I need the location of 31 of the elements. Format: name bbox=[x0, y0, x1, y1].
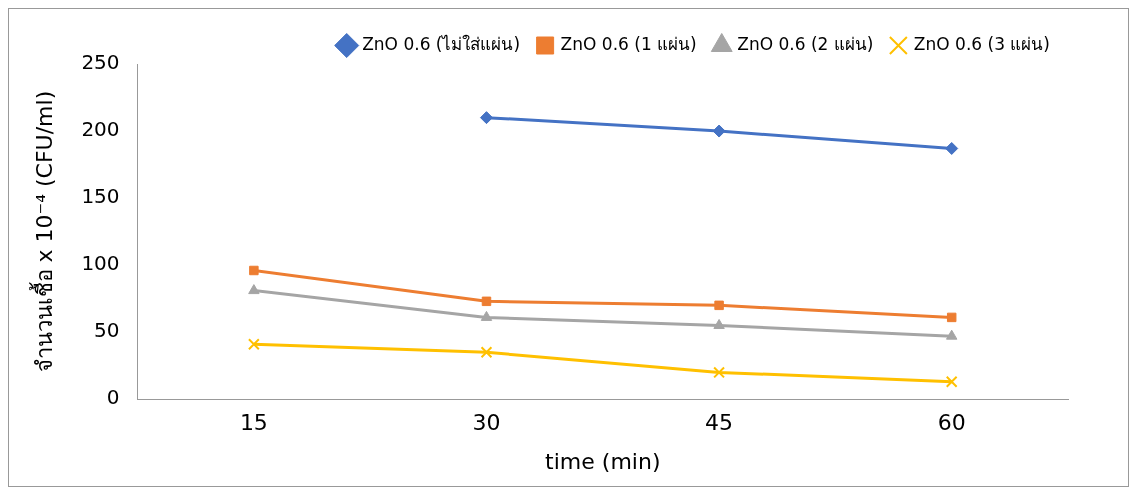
legend-label: ZnO 0.6 (ไม่ใส่แผ่น) bbox=[362, 33, 521, 54]
y-tick-label: 250 bbox=[81, 50, 120, 75]
point bbox=[712, 124, 726, 138]
point bbox=[479, 111, 493, 125]
x-axis-title: time (min) bbox=[545, 448, 661, 474]
point bbox=[713, 366, 726, 379]
point bbox=[248, 284, 260, 295]
point bbox=[713, 318, 725, 329]
y-tick-label: 100 bbox=[81, 251, 120, 276]
point bbox=[946, 312, 957, 323]
y-tick-label: 200 bbox=[81, 117, 120, 142]
x-tick-label: 15 bbox=[239, 410, 268, 436]
x-tick-label: 60 bbox=[937, 410, 966, 436]
point bbox=[945, 375, 958, 388]
y-tick-label: 0 bbox=[106, 385, 120, 410]
legend-label: ZnO 0.6 (1 แผ่น) bbox=[560, 33, 697, 54]
point bbox=[946, 329, 958, 340]
point bbox=[480, 346, 493, 359]
x-tick-label: 30 bbox=[472, 410, 501, 436]
legend-label: ZnO 0.6 (2 แผ่น) bbox=[737, 33, 874, 54]
point bbox=[714, 300, 724, 311]
point bbox=[247, 338, 260, 351]
y-tick-label: 50 bbox=[94, 318, 120, 343]
legend-label: ZnO 0.6 (3 แผ่น) bbox=[913, 33, 1051, 54]
point bbox=[945, 141, 959, 155]
y-tick-label: 150 bbox=[81, 184, 120, 209]
point bbox=[480, 310, 493, 321]
y-axis-title: จำนวนเชื้อ x 10⁻⁴ (CFU/ml) bbox=[28, 90, 57, 373]
point bbox=[481, 296, 492, 307]
point bbox=[249, 265, 259, 276]
x-tick-label: 45 bbox=[705, 410, 734, 436]
